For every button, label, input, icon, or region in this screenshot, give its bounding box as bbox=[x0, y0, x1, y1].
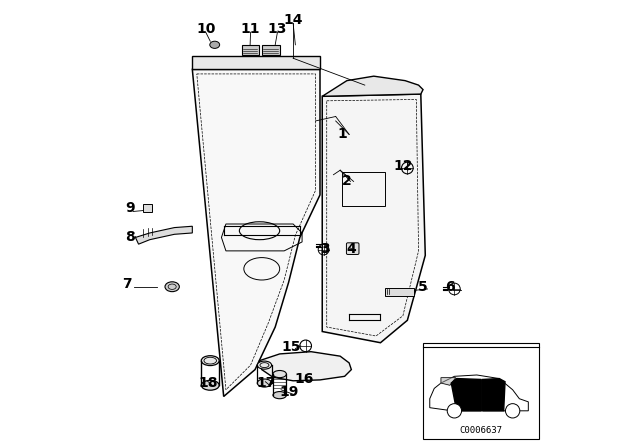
Polygon shape bbox=[192, 69, 320, 396]
Bar bbox=[241, 45, 259, 55]
Text: 15: 15 bbox=[281, 340, 301, 354]
Ellipse shape bbox=[210, 41, 220, 48]
Text: 5: 5 bbox=[418, 280, 428, 294]
Ellipse shape bbox=[257, 379, 271, 387]
Polygon shape bbox=[136, 226, 192, 244]
Circle shape bbox=[506, 404, 520, 418]
Ellipse shape bbox=[201, 380, 219, 390]
Text: 14: 14 bbox=[284, 13, 303, 27]
Text: 4: 4 bbox=[346, 241, 356, 256]
Text: 18: 18 bbox=[198, 376, 218, 390]
Text: 10: 10 bbox=[196, 22, 216, 36]
Ellipse shape bbox=[165, 282, 179, 292]
Text: 11: 11 bbox=[241, 22, 260, 36]
Text: 2: 2 bbox=[342, 174, 352, 189]
Polygon shape bbox=[441, 378, 456, 385]
Text: 7: 7 bbox=[122, 277, 132, 292]
Ellipse shape bbox=[273, 392, 287, 399]
Text: 19: 19 bbox=[279, 385, 298, 399]
Text: 17: 17 bbox=[257, 376, 276, 390]
Ellipse shape bbox=[201, 356, 219, 366]
FancyBboxPatch shape bbox=[346, 243, 359, 254]
Polygon shape bbox=[451, 379, 481, 411]
Text: 6: 6 bbox=[445, 280, 455, 294]
Circle shape bbox=[447, 404, 461, 418]
Polygon shape bbox=[430, 375, 528, 411]
Bar bbox=[385, 288, 414, 296]
Text: 13: 13 bbox=[268, 22, 287, 36]
Text: 16: 16 bbox=[294, 371, 314, 386]
Text: 3: 3 bbox=[319, 241, 330, 256]
Text: 8: 8 bbox=[125, 230, 134, 245]
Polygon shape bbox=[323, 94, 425, 343]
Bar bbox=[262, 45, 280, 55]
Polygon shape bbox=[192, 56, 320, 69]
Ellipse shape bbox=[273, 370, 287, 378]
Polygon shape bbox=[260, 352, 351, 381]
Bar bbox=[423, 343, 539, 439]
Polygon shape bbox=[483, 379, 505, 411]
Bar bbox=[143, 204, 152, 212]
Text: 12: 12 bbox=[393, 159, 413, 173]
Text: 9: 9 bbox=[125, 201, 134, 215]
Text: 1: 1 bbox=[337, 127, 348, 142]
Polygon shape bbox=[323, 76, 423, 96]
Text: C0006637: C0006637 bbox=[460, 426, 502, 435]
Ellipse shape bbox=[257, 361, 271, 369]
